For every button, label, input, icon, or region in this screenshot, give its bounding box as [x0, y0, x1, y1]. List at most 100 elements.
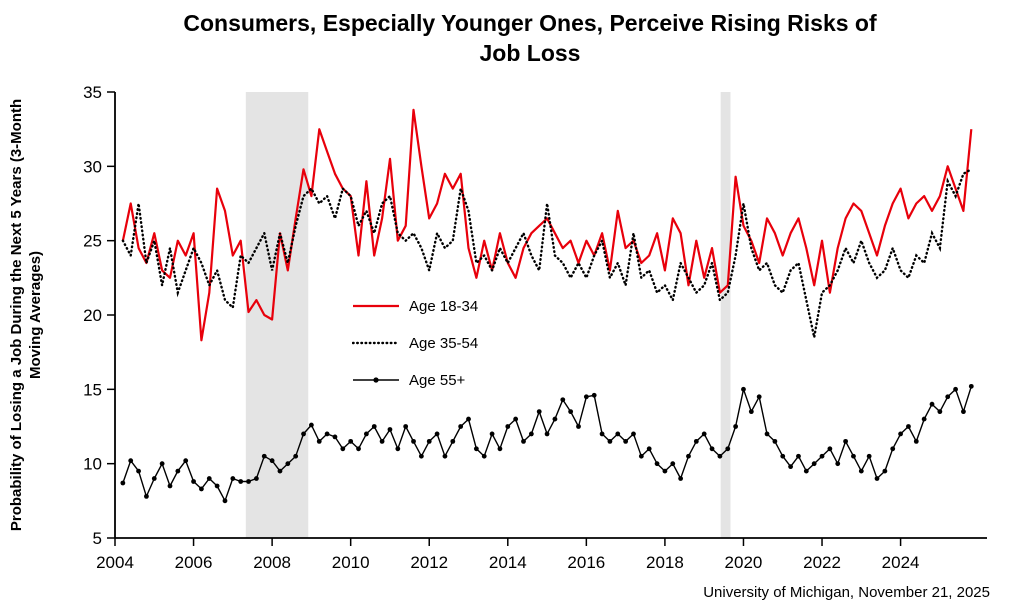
- source-note: University of Michigan, November 21, 202…: [703, 584, 990, 601]
- series-marker: [615, 431, 621, 437]
- series-marker: [560, 397, 566, 403]
- series-marker: [411, 438, 416, 444]
- y-tick-label: 20: [83, 306, 102, 325]
- legend-line-solid-red-icon: [353, 304, 399, 308]
- series-marker: [536, 409, 542, 415]
- series-marker: [167, 483, 173, 489]
- series-marker: [937, 409, 943, 415]
- series-marker: [426, 438, 432, 444]
- series-marker: [811, 461, 817, 467]
- series-marker: [921, 416, 927, 422]
- series-marker: [418, 453, 424, 459]
- series-marker: [442, 453, 448, 459]
- series-marker: [395, 446, 401, 452]
- series-marker: [151, 476, 157, 481]
- series-marker: [717, 453, 723, 459]
- series-marker: [906, 424, 911, 429]
- series-marker: [348, 438, 354, 444]
- series-marker: [183, 458, 189, 464]
- series-marker: [701, 431, 707, 437]
- series-marker: [646, 446, 652, 452]
- series-marker: [159, 461, 165, 467]
- series-marker: [638, 453, 644, 459]
- series-marker: [599, 431, 605, 437]
- x-tick-label: 2018: [646, 553, 684, 572]
- series-marker: [206, 476, 212, 481]
- legend-label-age-18-34: Age 18-34: [409, 297, 479, 315]
- series-marker: [191, 479, 196, 484]
- series-marker: [929, 401, 935, 407]
- series-marker: [631, 431, 636, 437]
- series-marker: [670, 461, 676, 467]
- series-marker: [450, 438, 456, 444]
- legend-item-age-55-plus: Age 55+: [352, 370, 478, 390]
- series-marker: [371, 424, 377, 429]
- series-marker: [709, 446, 715, 452]
- recession-band: [245, 92, 309, 538]
- y-tick-label: 15: [83, 380, 102, 399]
- series-marker: [505, 424, 511, 429]
- x-tick-label: 2012: [410, 553, 448, 572]
- series-marker: [128, 458, 134, 464]
- series-marker: [308, 422, 314, 428]
- series-marker: [733, 424, 739, 429]
- series-marker: [796, 453, 801, 459]
- series-marker: [497, 446, 503, 452]
- y-tick-label: 30: [83, 157, 102, 176]
- series-marker: [725, 446, 731, 452]
- series-marker: [246, 479, 251, 484]
- series-marker: [741, 386, 746, 392]
- x-tick-label: 2020: [725, 553, 763, 572]
- series-marker: [953, 386, 958, 392]
- series-marker: [882, 468, 888, 474]
- plot-area: 5 10 15 20 25 30 35 2004 2006 2008 2010 2012 2014 201…: [83, 85, 987, 572]
- series-marker: [788, 464, 794, 470]
- series-marker: [285, 461, 291, 467]
- series-marker: [772, 438, 778, 444]
- y-tick-label: 35: [83, 85, 102, 102]
- series-marker: [332, 434, 338, 440]
- series-marker: [136, 468, 141, 474]
- series-marker: [678, 476, 684, 481]
- series-marker: [898, 431, 903, 437]
- series-marker: [277, 468, 283, 474]
- series-marker: [214, 483, 220, 489]
- series-marker: [293, 453, 299, 459]
- series-marker: [835, 461, 841, 467]
- series-marker: [356, 446, 361, 452]
- series-marker: [144, 493, 149, 499]
- legend-item-age-18-34: Age 18-34: [352, 296, 478, 316]
- series-marker: [968, 383, 974, 389]
- series-marker: [544, 431, 550, 437]
- series-marker: [316, 438, 322, 444]
- x-tick-label: 2024: [882, 553, 920, 572]
- series-marker: [379, 438, 385, 444]
- series-marker: [945, 394, 951, 400]
- series-marker: [913, 438, 919, 444]
- legend-line-dotted-icon: [352, 341, 400, 345]
- y-tick-label: 25: [83, 232, 102, 251]
- series-marker: [568, 409, 574, 415]
- series-marker: [803, 468, 809, 474]
- series-marker: [324, 431, 330, 437]
- series-marker: [866, 453, 872, 459]
- series-marker: [890, 446, 896, 452]
- series-marker: [623, 438, 629, 444]
- series-marker: [458, 424, 464, 429]
- series-marker: [403, 424, 409, 429]
- series-marker: [481, 453, 487, 459]
- series-marker: [552, 416, 558, 422]
- series-marker: [222, 498, 228, 504]
- series-marker: [238, 479, 244, 484]
- y-tick-label: 5: [93, 529, 102, 548]
- series-marker: [827, 446, 833, 452]
- series-marker: [843, 438, 848, 444]
- x-tick-label: 2014: [489, 553, 527, 572]
- series-marker: [528, 431, 534, 437]
- x-tick-label: 2004: [96, 553, 134, 572]
- series-marker: [363, 431, 369, 437]
- series-marker: [513, 416, 519, 422]
- series-marker: [764, 431, 770, 437]
- series-marker: [654, 461, 660, 467]
- series-marker: [607, 438, 613, 444]
